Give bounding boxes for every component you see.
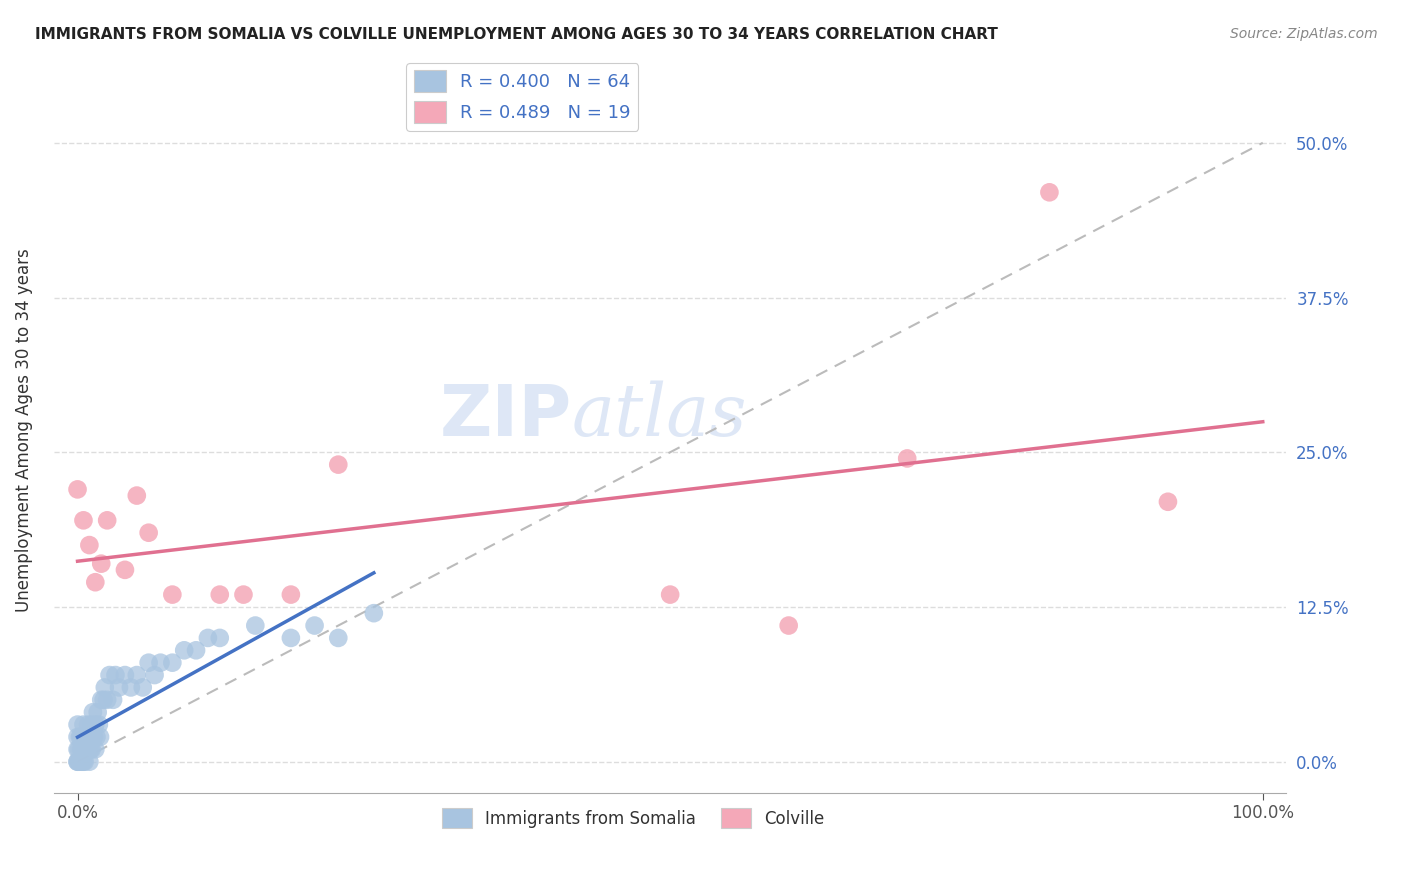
Point [125, 489, 148, 503]
Point [208, 631, 231, 645]
Text: Source: ZipAtlas.com: Source: ZipAtlas.com [1230, 27, 1378, 41]
Point [72, 742, 94, 756]
Point [70, 730, 93, 744]
Point [90, 693, 112, 707]
Point [76, 742, 98, 756]
Point [77, 742, 100, 756]
Point [86, 705, 108, 719]
Point [197, 631, 219, 645]
Point [328, 458, 350, 472]
Point [108, 681, 131, 695]
Text: atlas: atlas [572, 381, 747, 451]
Point [125, 668, 148, 682]
Point [173, 643, 195, 657]
Point [70, 742, 93, 756]
Point [67, 742, 90, 756]
Point [245, 618, 267, 632]
Point [132, 681, 155, 695]
Point [90, 557, 112, 571]
Point [93, 693, 115, 707]
Point [328, 631, 350, 645]
Point [79, 742, 101, 756]
Point [73, 755, 96, 769]
Point [84, 742, 107, 756]
Point [184, 643, 207, 657]
Point [232, 588, 254, 602]
Point [84, 575, 107, 590]
Point [79, 538, 101, 552]
Point [66, 730, 89, 744]
Point [72, 513, 94, 527]
Point [72, 742, 94, 756]
Point [87, 717, 110, 731]
Point [73, 730, 96, 744]
Point [896, 451, 918, 466]
Point [149, 656, 172, 670]
Point [114, 668, 136, 682]
Point [79, 730, 101, 744]
Point [66, 483, 89, 497]
Point [138, 525, 160, 540]
Point [76, 730, 98, 744]
Point [86, 730, 108, 744]
Point [83, 730, 105, 744]
Point [84, 717, 107, 731]
Point [75, 730, 97, 744]
Point [1038, 186, 1060, 200]
Text: IMMIGRANTS FROM SOMALIA VS COLVILLE UNEMPLOYMENT AMONG AGES 30 TO 34 YEARS CORRE: IMMIGRANTS FROM SOMALIA VS COLVILLE UNEM… [35, 27, 998, 42]
Point [66, 755, 89, 769]
Point [66, 742, 89, 756]
Point [778, 618, 800, 632]
Point [659, 588, 682, 602]
Point [82, 730, 104, 744]
Point [1157, 495, 1180, 509]
Point [162, 656, 184, 670]
Y-axis label: Unemployment Among Ages 30 to 34 years: Unemployment Among Ages 30 to 34 years [15, 249, 32, 613]
Legend: Immigrants from Somalia, Colville: Immigrants from Somalia, Colville [434, 801, 831, 835]
Point [67, 755, 90, 769]
Point [77, 717, 100, 731]
Point [98, 668, 121, 682]
Point [66, 755, 89, 769]
Point [70, 755, 93, 769]
Point [280, 631, 302, 645]
Point [280, 588, 302, 602]
Point [72, 755, 94, 769]
Point [94, 681, 117, 695]
Point [75, 742, 97, 756]
Point [363, 606, 385, 620]
Point [89, 730, 111, 744]
Point [80, 717, 103, 731]
Point [69, 755, 91, 769]
Point [69, 730, 91, 744]
Text: ZIP: ZIP [439, 382, 572, 450]
Point [80, 742, 103, 756]
Point [66, 717, 89, 731]
Point [82, 705, 104, 719]
Point [120, 681, 142, 695]
Point [72, 717, 94, 731]
Point [72, 755, 94, 769]
Point [104, 668, 127, 682]
Point [96, 513, 118, 527]
Point [138, 656, 160, 670]
Point [304, 618, 326, 632]
Point [114, 563, 136, 577]
Point [96, 693, 118, 707]
Point [101, 693, 124, 707]
Point [143, 668, 166, 682]
Point [162, 588, 184, 602]
Point [208, 588, 231, 602]
Point [79, 755, 101, 769]
